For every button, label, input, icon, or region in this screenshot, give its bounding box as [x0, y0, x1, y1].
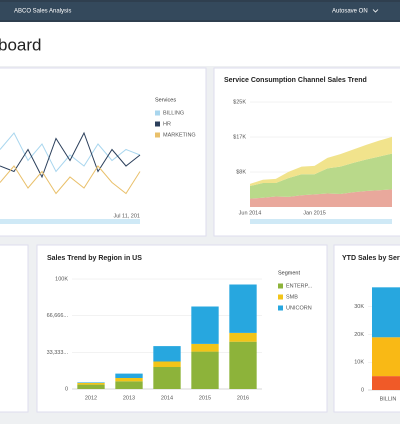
line: [0, 132, 141, 173]
bar: [115, 381, 143, 389]
x-tick-label: 2013: [123, 395, 135, 401]
bar: [77, 384, 105, 389]
legend-label: UNICORN: [286, 305, 312, 311]
legend-swatch: [278, 294, 283, 300]
x-tick-label: 2014: [161, 395, 173, 401]
legend-label: SMB: [286, 294, 298, 300]
top-bar-inner: [0, 2, 400, 20]
x-tick-label: Jul 11, 201: [113, 213, 140, 219]
bar: [115, 373, 143, 378]
line: [0, 131, 141, 179]
autosave-toggle[interactable]: Autosave ON: [332, 9, 368, 15]
bar: [77, 382, 105, 383]
area: [250, 153, 392, 199]
y-tick-label: 66,666...: [47, 313, 69, 319]
app-name[interactable]: ABCO Sales Analysis: [14, 9, 71, 15]
bar: [372, 376, 400, 390]
y-tick-label: $17K: [233, 134, 246, 140]
bar: [229, 332, 257, 342]
bar: [229, 284, 257, 333]
y-tick-label: 33,333...: [47, 350, 69, 356]
bar: [229, 341, 257, 389]
panel: [0, 67, 207, 237]
title-area: [0, 22, 400, 66]
x-tick-label: BILLIN: [380, 396, 397, 402]
panel: [0, 244, 29, 413]
bar: [115, 378, 143, 382]
x-tick-label: 2016: [237, 395, 249, 401]
legend-swatch: [155, 110, 160, 116]
y-tick-label: 10K: [354, 360, 364, 366]
line: [0, 165, 141, 195]
x-tick-label: 2012: [85, 395, 97, 401]
chart-title: Service Consumption Channel Sales Trend: [224, 77, 367, 84]
bar: [153, 367, 181, 389]
y-tick-label: 20K: [354, 332, 364, 338]
y-tick-label: 0: [65, 386, 68, 392]
y-tick-label: 30K: [354, 304, 364, 310]
area: [250, 189, 392, 207]
legend-label: HR: [163, 121, 171, 127]
legend-label: MARKETING: [163, 132, 196, 138]
y-tick-label: 100K: [55, 276, 68, 282]
bar: [191, 351, 219, 389]
bar: [77, 382, 105, 385]
y-tick-label: $25K: [233, 99, 246, 105]
legend-swatch: [278, 305, 283, 311]
legend-label: ENTERP...: [286, 283, 313, 289]
x-tick-label: Jun 2014: [239, 210, 262, 216]
bar: [191, 343, 219, 352]
bar: [372, 337, 400, 377]
x-tick-label: Jan 2015: [303, 210, 326, 216]
area: [250, 136, 392, 186]
bar: [153, 361, 181, 367]
bar: [153, 346, 181, 362]
legend-swatch: [278, 283, 283, 289]
y-tick-label: 0: [361, 387, 364, 393]
bar: [191, 306, 219, 344]
legend-swatch: [155, 132, 160, 138]
legend-label: BILLING: [163, 110, 184, 116]
legend-title: Services: [155, 97, 176, 103]
scrollbar[interactable]: [0, 219, 140, 224]
chart-title: YTD Sales by Servi: [342, 255, 400, 262]
bar: [372, 287, 400, 338]
dropdown-arrow: [372, 9, 379, 13]
legend-swatch: [155, 121, 160, 127]
page-title: board: [0, 35, 41, 54]
scrollbar[interactable]: [250, 219, 392, 224]
chart-title: Sales Trend by Region in US: [47, 255, 142, 262]
y-tick-label: $8K: [236, 169, 246, 175]
legend-title: Segment: [278, 270, 300, 276]
x-tick-label: 2015: [199, 395, 211, 401]
